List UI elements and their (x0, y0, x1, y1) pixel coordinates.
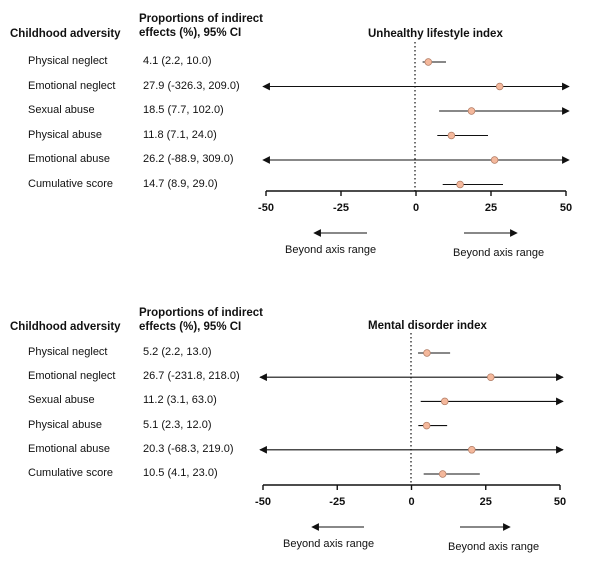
row-label: Emotional abuse (28, 442, 110, 455)
mid-header: Proportions of indirect effects (%), 95%… (139, 306, 263, 334)
chart-title: Mental disorder index (368, 320, 487, 332)
x-tick-label: 0 (413, 202, 419, 214)
plot-area: -50 -25 0 25 50 (255, 333, 566, 531)
left-header: Childhood adversity (10, 321, 121, 333)
chart-title: Unhealthy lifestyle index (368, 28, 503, 40)
x-tick-label: 0 (408, 496, 414, 508)
ci-text: 27.9 (-326.3, 209.0) (143, 79, 240, 92)
estimate-point (490, 156, 499, 164)
x-tick-label: 25 (480, 496, 492, 508)
x-tick-label: 50 (560, 202, 572, 214)
ci-text: 11.8 (7.1, 24.0) (143, 128, 217, 141)
row-label: Sexual abuse (28, 394, 95, 407)
ci-text: 11.2 (3.1, 63.0) (143, 394, 217, 407)
ci-text: 5.2 (2.2, 13.0) (143, 346, 212, 358)
ci-text: 26.7 (-231.8, 218.0) (143, 370, 240, 383)
ci-text: 14.7 (8.9, 29.0) (143, 177, 218, 190)
mid-header-line1: Proportions of indirect (139, 13, 263, 25)
plot-area: -50 -25 0 25 50 (258, 42, 572, 237)
forest-plot-mental-disorder: Childhood adversity Proportions of indir… (0, 298, 600, 565)
mid-header: Proportions of indirect effects (%), 95%… (139, 12, 263, 40)
row-label: Physical abuse (28, 418, 102, 431)
beyond-right-label: Beyond axis range (448, 541, 540, 553)
estimate-point (422, 421, 431, 430)
row-label: Emotional abuse (28, 153, 110, 165)
estimate-point (424, 58, 433, 66)
row-label: Physical neglect (28, 346, 108, 358)
x-tick-label: 25 (485, 202, 497, 214)
ci-text: 10.5 (4.1, 23.0) (143, 467, 218, 479)
estimate-point (447, 131, 456, 140)
beyond-right-label: Beyond axis range (453, 247, 545, 259)
estimate-point (456, 180, 464, 189)
x-tick-label: -50 (258, 202, 274, 214)
estimate-point (438, 470, 447, 478)
mid-header-line1: Proportions of indirect (139, 307, 263, 319)
estimate-point (487, 373, 495, 381)
beyond-left-label: Beyond axis range (283, 538, 375, 550)
estimate-point (468, 446, 476, 454)
beyond-left-label: Beyond axis range (285, 244, 377, 256)
x-tick-label: 50 (554, 496, 566, 508)
ci-text: 26.2 (-88.9, 309.0) (143, 153, 234, 165)
ci-text: 18.5 (7.7, 102.0) (143, 104, 224, 116)
x-tick-label: -50 (255, 496, 271, 508)
estimate-point (423, 349, 431, 357)
estimate-point (467, 107, 476, 115)
left-header: Childhood adversity (10, 28, 121, 40)
ci-text: 4.1 (2.2, 10.0) (143, 55, 212, 67)
row-label: Emotional neglect (28, 79, 116, 92)
row-label: Cumulative score (28, 467, 113, 479)
forest-plot-unhealthy-lifestyle: Childhood adversity Proportions of indir… (0, 0, 600, 282)
x-tick-label: -25 (329, 496, 345, 508)
row-label: Emotional neglect (28, 370, 116, 383)
estimate-point (441, 397, 449, 406)
ci-text: 20.3 (-68.3, 219.0) (143, 442, 234, 455)
x-tick-label: -25 (333, 202, 349, 214)
row-label: Sexual abuse (28, 104, 95, 116)
estimate-point (495, 82, 504, 91)
row-label: Cumulative score (28, 177, 113, 190)
row-label: Physical neglect (28, 55, 108, 67)
ci-text: 5.1 (2.3, 12.0) (143, 418, 212, 431)
mid-header-line2: effects (%), 95% CI (139, 321, 242, 333)
mid-header-line2: effects (%), 95% CI (139, 27, 242, 39)
row-label: Physical abuse (28, 128, 102, 141)
